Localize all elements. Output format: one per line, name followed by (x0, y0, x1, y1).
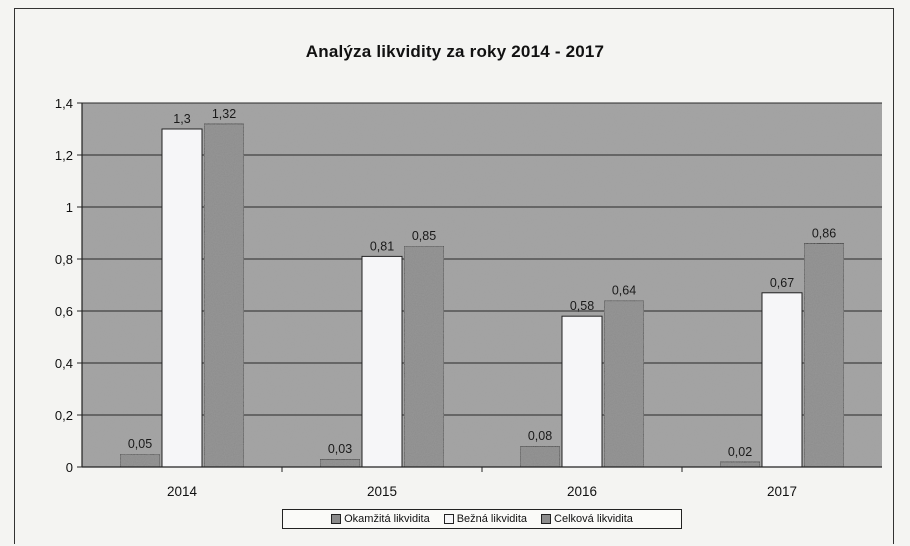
x-tick-label: 2014 (167, 484, 198, 499)
x-tick-label: 2015 (367, 484, 397, 499)
data-label: 0,85 (412, 229, 436, 243)
data-label: 0,05 (128, 437, 152, 451)
legend-item: Bežná likvidita (443, 513, 528, 525)
bar-okamžitá-likvidita-2015 (319, 458, 361, 468)
y-tick-label: 1,4 (55, 96, 73, 111)
y-tick-label: 0,6 (55, 304, 73, 319)
data-label: 0,81 (370, 239, 394, 253)
bar-celková-likvidita-2016 (603, 300, 645, 468)
bar-okamžitá-likvidita-2014 (119, 453, 161, 468)
legend-swatch (443, 514, 454, 524)
data-label: 1,32 (212, 107, 236, 121)
legend-label: Okamžitá likvidita (344, 513, 430, 525)
bar-bežná-likvidita-2017 (761, 292, 803, 468)
x-tick-label: 2017 (767, 484, 797, 499)
data-label: 0,03 (328, 442, 352, 456)
legend-swatch (541, 514, 552, 524)
legend: Okamžitá likvidita Bežná likvidita Celková… (282, 509, 682, 529)
data-label: 0,64 (612, 284, 636, 298)
bar-okamžitá-likvidita-2016 (519, 445, 561, 468)
legend-label: Bežná likvidita (456, 513, 528, 525)
legend-swatch (331, 514, 342, 524)
data-label: 1,3 (173, 112, 190, 126)
chart-frame (14, 8, 894, 544)
bar-okamžitá-likvidita-2017 (719, 461, 761, 468)
data-label: 0,02 (728, 445, 752, 459)
data-label: 0,67 (770, 276, 794, 290)
y-tick-label: 1 (66, 200, 73, 215)
data-label: 0,58 (570, 299, 594, 313)
bar-bežná-likvidita-2016 (561, 315, 603, 468)
bar-celková-likvidita-2017 (803, 242, 845, 468)
chart-title: Analýza likvidity za roky 2014 - 2017 (305, 42, 605, 61)
data-label: 0,08 (528, 429, 552, 443)
bar-bežná-likvidita-2014 (161, 128, 203, 468)
y-tick-label: 0,2 (55, 408, 73, 423)
bar-celková-likvidita-2015 (403, 245, 445, 468)
legend-item: Okamžitá likvidita (331, 513, 430, 525)
y-tick-label: 1,2 (55, 148, 73, 163)
legend-item: Celková likvidita (541, 513, 633, 525)
y-tick-label: 0,4 (55, 356, 73, 371)
x-tick-label: 2016 (567, 484, 597, 499)
data-label: 0,86 (812, 226, 836, 240)
y-tick-label: 0 (66, 460, 73, 475)
legend-label: Celková likvidita (554, 513, 633, 525)
y-tick-label: 0,8 (55, 252, 73, 267)
bar-bežná-likvidita-2015 (361, 255, 403, 468)
bar-celková-likvidita-2014 (203, 123, 245, 468)
